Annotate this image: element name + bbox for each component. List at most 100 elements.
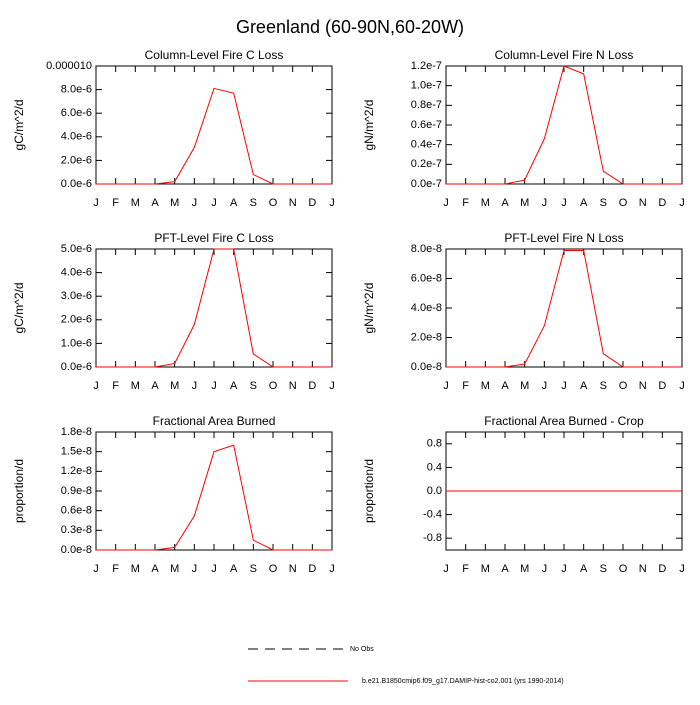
y-tick-label: 8.0e-6 (61, 84, 92, 96)
x-tick-label: M (131, 380, 140, 392)
x-tick-label: M (170, 563, 179, 575)
panel-title: Fractional Area Burned (153, 414, 276, 428)
y-tick-label: -0.4 (423, 509, 442, 521)
y-tick-label: 4.0e-8 (411, 302, 442, 314)
data-line (96, 444, 332, 551)
panel-title: Column-Level Fire C Loss (145, 48, 284, 62)
y-tick-label: 1.5e-8 (61, 446, 92, 458)
x-tick-label: D (308, 563, 316, 575)
x-tick-label: J (329, 380, 335, 392)
x-tick-label: O (619, 197, 628, 209)
legend-label: No Obs (350, 646, 374, 653)
x-tick-label: J (679, 563, 685, 575)
x-tick-label: A (580, 380, 588, 392)
y-tick-label: 3.0e-6 (61, 290, 92, 302)
y-tick-label: 1.0e-6 (61, 337, 92, 349)
x-tick-label: S (600, 197, 607, 209)
x-tick-label: A (230, 197, 238, 209)
plot-frame (95, 248, 333, 368)
x-tick-label: F (112, 563, 119, 575)
x-tick-label: N (639, 380, 647, 392)
y-tick-label: 0.8 (427, 438, 442, 450)
x-tick-label: J (542, 380, 548, 392)
x-tick-label: A (501, 380, 509, 392)
y-tick-label: 5.0e-6 (61, 243, 92, 255)
x-tick-label: M (131, 563, 140, 575)
x-tick-label: O (269, 197, 278, 209)
y-tick-label: 0.0e-6 (61, 178, 92, 190)
x-tick-label: J (329, 563, 335, 575)
x-tick-label: J (542, 563, 548, 575)
y-tick-label: 0.0e-8 (411, 361, 442, 373)
x-tick-label: S (600, 563, 607, 575)
x-tick-label: J (561, 197, 567, 209)
x-tick-label: O (619, 380, 628, 392)
y-axis-label: gN/m^2/d (362, 100, 376, 151)
x-tick-label: M (131, 197, 140, 209)
y-axis-label: proportion/d (12, 459, 26, 523)
x-tick-label: O (619, 563, 628, 575)
x-tick-label: M (520, 380, 529, 392)
data-line (96, 248, 332, 368)
x-tick-label: J (211, 197, 217, 209)
x-tick-label: N (289, 380, 297, 392)
data-line (446, 65, 682, 185)
panel-title: Column-Level Fire N Loss (495, 48, 634, 62)
x-tick-label: A (230, 563, 238, 575)
x-tick-label: M (170, 197, 179, 209)
x-tick-label: J (192, 380, 198, 392)
x-tick-label: A (580, 197, 588, 209)
x-tick-label: M (481, 197, 490, 209)
x-tick-label: J (93, 563, 99, 575)
y-tick-label: 1.0e-7 (411, 80, 442, 92)
figure-title: Greenland (60-90N,60-20W) (236, 17, 464, 37)
plot-frame (95, 65, 333, 185)
y-tick-label: 2.0e-8 (411, 331, 442, 343)
y-tick-label: 0.4e-7 (411, 139, 442, 151)
y-tick-label: 1.2e-8 (61, 465, 92, 477)
x-tick-label: A (151, 380, 159, 392)
x-tick-label: D (658, 197, 666, 209)
x-tick-label: O (269, 380, 278, 392)
y-axis-label: gN/m^2/d (362, 283, 376, 334)
y-tick-label: 0.3e-8 (61, 524, 92, 536)
x-tick-label: A (580, 563, 588, 575)
y-tick-label: 1.2e-7 (411, 60, 442, 72)
x-tick-label: F (462, 380, 469, 392)
y-tick-label: 0.6e-7 (411, 119, 442, 131)
y-tick-label: 2.0e-6 (61, 314, 92, 326)
y-tick-label: 0.0e-8 (61, 544, 92, 556)
x-tick-label: J (211, 563, 217, 575)
x-tick-label: N (639, 197, 647, 209)
x-tick-label: J (561, 380, 567, 392)
y-tick-label: 4.0e-6 (61, 131, 92, 143)
y-tick-label: 0.0 (427, 485, 442, 497)
x-tick-label: J (679, 197, 685, 209)
x-tick-label: A (230, 380, 238, 392)
y-tick-label: 0.9e-8 (61, 485, 92, 497)
x-tick-label: J (329, 197, 335, 209)
x-tick-label: J (192, 563, 198, 575)
panel-title: PFT-Level Fire C Loss (154, 231, 273, 245)
data-line (446, 249, 682, 368)
y-tick-label: 6.0e-8 (411, 272, 442, 284)
x-tick-label: J (93, 197, 99, 209)
x-tick-label: D (658, 563, 666, 575)
x-tick-label: F (112, 380, 119, 392)
x-tick-label: J (561, 563, 567, 575)
y-tick-label: 0.0e-6 (61, 361, 92, 373)
x-tick-label: A (501, 563, 509, 575)
x-tick-label: J (443, 563, 449, 575)
x-tick-label: F (462, 197, 469, 209)
y-tick-label: 0.2e-7 (411, 158, 442, 170)
y-tick-label: 6.0e-6 (61, 107, 92, 119)
x-tick-label: J (93, 380, 99, 392)
y-tick-label: 0.6e-8 (61, 505, 92, 517)
panel-title: PFT-Level Fire N Loss (504, 231, 623, 245)
x-tick-label: A (151, 563, 159, 575)
x-tick-label: A (151, 197, 159, 209)
data-line (96, 87, 332, 185)
x-tick-label: J (542, 197, 548, 209)
x-tick-label: D (308, 380, 316, 392)
